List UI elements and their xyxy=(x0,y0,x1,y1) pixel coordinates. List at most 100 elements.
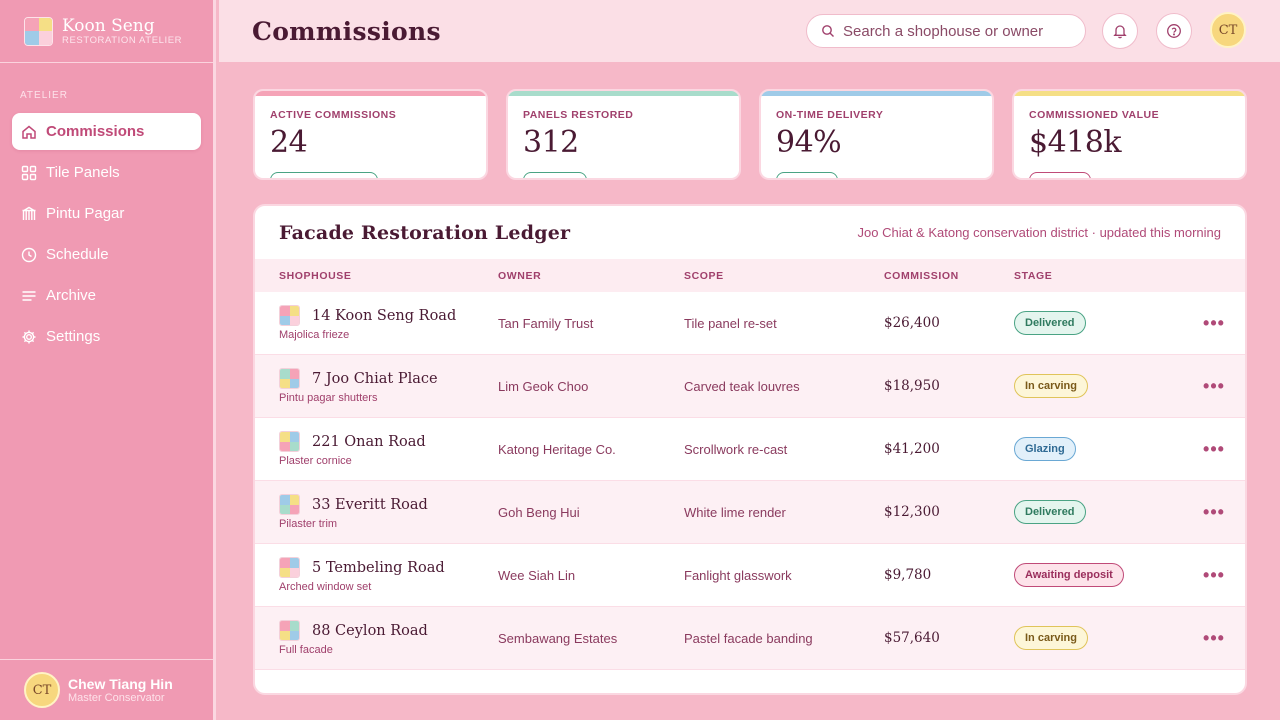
tile-thumbnail xyxy=(279,368,300,389)
more-options-icon[interactable]: ••• xyxy=(1203,313,1225,333)
sidebar-item-label: Schedule xyxy=(46,246,109,263)
column-header-scope[interactable]: SCOPE xyxy=(684,269,724,282)
sidebar-item-label: Tile Panels xyxy=(46,164,120,181)
sidebar-item-pintu-pagar[interactable]: Pintu Pagar xyxy=(12,195,201,232)
brand-logo xyxy=(24,16,53,46)
nav-section-label: ATELIER xyxy=(20,90,68,101)
status-badge: In carving xyxy=(1014,626,1088,650)
tile-thumbnail xyxy=(279,305,300,326)
page-title: Commissions xyxy=(252,16,441,46)
shophouse-name: 33 Everitt Road xyxy=(312,496,428,513)
more-options-icon[interactable]: ••• xyxy=(1203,628,1225,648)
sidebar-nav: Commissions Tile Panels Pintu Pagar Sche… xyxy=(0,113,213,355)
stat-accent xyxy=(255,91,486,96)
sidebar-item-tile-panels[interactable]: Tile Panels xyxy=(12,154,201,191)
scope-cell: Pastel facade banding xyxy=(684,630,813,646)
stat-card-active-commissions: ACTIVE COMMISSIONS 24 xyxy=(253,89,488,180)
scope-cell: Fanlight glasswork xyxy=(684,567,792,583)
column-header-shophouse[interactable]: SHOPHOUSE xyxy=(279,269,352,282)
owner-cell: Katong Heritage Co. xyxy=(498,441,616,457)
commission-cell: $18,950 xyxy=(884,378,940,394)
brand[interactable]: Koon Seng RESTORATION ATELIER xyxy=(0,0,213,63)
column-header-owner[interactable]: OWNER xyxy=(498,269,542,282)
stat-card-on-time-delivery: ON-TIME DELIVERY 94% xyxy=(759,89,994,180)
table-row[interactable]: 33 Everitt Road Pilaster trim Goh Beng H… xyxy=(255,481,1245,544)
brand-title: Koon Seng xyxy=(62,15,155,36)
scope-cell: Scrollwork re-cast xyxy=(684,441,788,457)
owner-cell: Lim Geok Choo xyxy=(498,378,589,394)
brand-subtitle: RESTORATION ATELIER xyxy=(62,34,183,46)
more-options-icon[interactable]: ••• xyxy=(1203,439,1225,459)
sidebar-item-archive[interactable]: Archive xyxy=(12,277,201,314)
shophouse-name: 14 Koon Seng Road xyxy=(312,307,457,324)
column-header-stage[interactable]: STAGE xyxy=(1014,269,1053,282)
clock-icon xyxy=(20,246,38,264)
stat-trend-pill xyxy=(776,172,838,178)
search-bar[interactable] xyxy=(806,14,1086,48)
grid-icon xyxy=(20,164,38,182)
sidebar-item-label: Settings xyxy=(46,328,101,345)
shophouse-detail: Pilaster trim xyxy=(279,518,338,530)
help-button[interactable] xyxy=(1156,13,1192,49)
stat-value: $418k xyxy=(1029,125,1122,160)
owner-cell: Wee Siah Lin xyxy=(498,567,576,583)
sidebar-item-commissions[interactable]: Commissions xyxy=(12,113,201,150)
search-input[interactable] xyxy=(843,22,1063,40)
shophouse-detail: Plaster cornice xyxy=(279,455,352,467)
commission-cell: $57,640 xyxy=(884,630,940,646)
scope-cell: Tile panel re-set xyxy=(684,315,777,331)
owner-cell: Sembawang Estates xyxy=(498,630,618,646)
profile-name: Chew Tiang Hin xyxy=(68,675,173,692)
sidebar-item-settings[interactable]: Settings xyxy=(12,318,201,355)
stat-accent xyxy=(508,91,739,96)
top-header: Commissions CT xyxy=(219,0,1280,62)
ledger-meta: Joo Chiat & Katong conservation district… xyxy=(857,225,1221,240)
scope-cell: Carved teak louvres xyxy=(684,378,800,394)
search-icon xyxy=(822,25,834,37)
owner-cell: Tan Family Trust xyxy=(498,315,594,331)
commission-cell: $12,300 xyxy=(884,504,940,520)
list-icon xyxy=(20,287,38,305)
shophouse-name: 88 Ceylon Road xyxy=(312,622,428,639)
help-icon xyxy=(1167,24,1181,38)
status-badge: Awaiting deposit xyxy=(1014,563,1124,587)
stat-value: 312 xyxy=(523,125,579,160)
table-row[interactable]: 7 Joo Chiat Place Pintu pagar shutters L… xyxy=(255,355,1245,418)
sidebar-item-schedule[interactable]: Schedule xyxy=(12,236,201,273)
status-badge: Glazing xyxy=(1014,437,1076,461)
table-row[interactable]: 5 Tembeling Road Arched window set Wee S… xyxy=(255,544,1245,607)
header-avatar[interactable]: CT xyxy=(1210,12,1246,48)
avatar: CT xyxy=(24,672,60,708)
table-row[interactable]: 14 Koon Seng Road Majolica frieze Tan Fa… xyxy=(255,292,1245,355)
shophouse-detail: Full facade xyxy=(279,644,333,656)
stat-label: ACTIVE COMMISSIONS xyxy=(270,109,397,121)
table-row[interactable]: 88 Ceylon Road Full facade Sembawang Est… xyxy=(255,607,1245,670)
more-options-icon[interactable]: ••• xyxy=(1203,565,1225,585)
stat-trend-pill xyxy=(523,172,587,178)
shophouse-detail: Arched window set xyxy=(279,581,372,593)
stat-label: ON-TIME DELIVERY xyxy=(776,109,884,121)
more-options-icon[interactable]: ••• xyxy=(1203,502,1225,522)
gear-icon xyxy=(20,328,38,346)
owner-cell: Goh Beng Hui xyxy=(498,504,580,520)
more-options-icon[interactable]: ••• xyxy=(1203,376,1225,396)
column-header-commission[interactable]: COMMISSION xyxy=(884,269,959,282)
status-badge: In carving xyxy=(1014,374,1088,398)
user-profile[interactable]: CT Chew Tiang Hin Master Conservator xyxy=(0,659,213,720)
table-header: SHOPHOUSE OWNER SCOPE COMMISSION STAGE xyxy=(255,259,1245,292)
tile-thumbnail xyxy=(279,557,300,578)
status-badge: Delivered xyxy=(1014,311,1086,335)
stat-accent xyxy=(1014,91,1245,96)
stat-trend-pill xyxy=(1029,172,1091,178)
profile-role: Master Conservator xyxy=(68,691,165,704)
commission-cell: $26,400 xyxy=(884,315,940,331)
commission-cell: $41,200 xyxy=(884,441,940,457)
shophouse-name: 221 Onan Road xyxy=(312,433,426,450)
tile-thumbnail xyxy=(279,494,300,515)
stat-trend-pill xyxy=(270,172,378,178)
notifications-button[interactable] xyxy=(1102,13,1138,49)
sidebar-item-label: Pintu Pagar xyxy=(46,205,125,222)
stat-label: COMMISSIONED VALUE xyxy=(1029,109,1160,121)
ledger-title: Facade Restoration Ledger xyxy=(279,221,571,244)
table-row[interactable]: 221 Onan Road Plaster cornice Katong Her… xyxy=(255,418,1245,481)
